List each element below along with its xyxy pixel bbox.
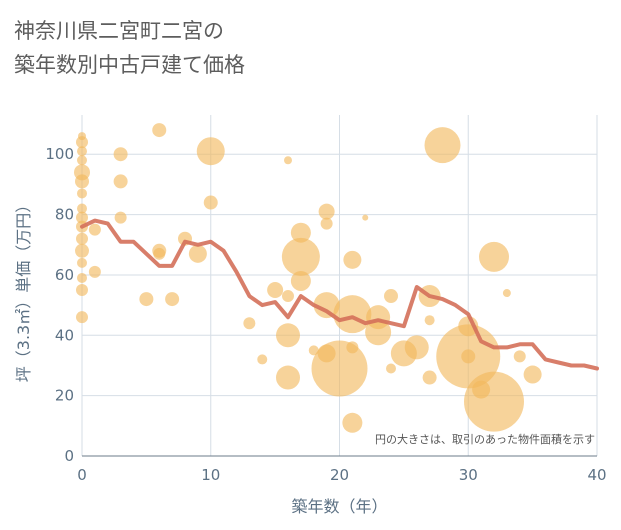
x-tick-label: 40	[587, 466, 606, 484]
data-bubble	[424, 315, 435, 326]
data-bubble	[362, 214, 369, 221]
data-bubble	[342, 412, 363, 433]
data-bubble	[276, 323, 300, 348]
data-bubble	[188, 244, 207, 263]
data-bubble	[76, 284, 88, 297]
data-bubble	[320, 217, 333, 230]
data-bubble	[75, 243, 89, 258]
x-tick-label: 0	[77, 466, 87, 484]
data-bubble	[386, 363, 396, 374]
data-bubble	[113, 174, 128, 189]
data-bubble	[513, 350, 526, 363]
data-bubble	[284, 156, 292, 165]
y-axis-label: 坪（3.3㎡）単価（万円）	[14, 197, 33, 382]
data-bubble	[308, 345, 319, 356]
data-bubble	[384, 289, 398, 304]
bubble-size-note: 円の大きさは、取引のあった物件面積を示す	[375, 432, 595, 446]
data-bubble	[77, 257, 87, 268]
x-tick-label: 10	[201, 466, 220, 484]
data-bubble	[276, 365, 300, 390]
data-bubble	[424, 127, 461, 164]
data-bubble	[282, 290, 294, 303]
data-bubble	[243, 317, 256, 330]
chart-title-line1: 神奈川県二宮町二宮の	[14, 19, 224, 43]
bubble-series	[74, 123, 542, 433]
data-bubble	[461, 349, 476, 364]
chart-title-line2: 築年数別中古戸建て価格	[14, 53, 245, 77]
data-bubble	[114, 211, 127, 224]
data-bubble	[88, 265, 101, 278]
data-bubble	[346, 341, 359, 354]
data-bubble	[267, 282, 284, 299]
data-bubble	[464, 371, 524, 432]
data-bubble	[257, 354, 268, 365]
x-axis-label: 築年数（年）	[291, 497, 387, 516]
data-bubble	[313, 292, 340, 319]
data-bubble	[77, 188, 87, 199]
y-tick-label: 20	[55, 387, 74, 405]
average-price-line	[80, 218, 599, 371]
data-bubble	[290, 222, 311, 243]
data-bubble	[196, 137, 225, 166]
x-tick-label: 30	[459, 466, 478, 484]
data-bubble	[77, 146, 87, 157]
data-bubble	[76, 211, 88, 224]
data-bubble	[76, 232, 88, 245]
data-bubble	[75, 174, 89, 189]
data-bubble	[139, 292, 154, 307]
data-bubble	[152, 123, 167, 138]
data-bubble	[77, 155, 87, 166]
data-bubble	[311, 340, 368, 397]
data-bubble	[281, 237, 320, 276]
chart-title: 神奈川県二宮町二宮の 築年数別中古戸建て価格	[14, 14, 434, 82]
y-tick-label: 60	[55, 266, 74, 284]
data-bubble	[422, 370, 437, 385]
data-bubble	[479, 241, 509, 272]
data-bubble	[365, 319, 392, 346]
y-tick-label: 40	[55, 326, 74, 344]
data-bubble	[77, 203, 87, 214]
data-bubble	[113, 147, 128, 162]
data-bubble	[153, 247, 166, 260]
axes: 0 20 40 60 80 100 0 10 20 30 40	[45, 145, 606, 484]
data-bubble	[76, 136, 88, 149]
data-bubble	[88, 223, 101, 236]
data-bubble	[333, 295, 372, 334]
data-bubble	[343, 250, 362, 269]
y-tick-label: 80	[55, 206, 74, 224]
y-tick-label: 0	[64, 447, 74, 465]
data-bubble	[76, 311, 88, 324]
data-bubble	[165, 292, 180, 307]
data-bubble	[203, 195, 218, 210]
data-bubble	[290, 270, 311, 291]
data-bubble	[523, 365, 542, 384]
data-bubble	[502, 289, 511, 298]
trend-line-series	[80, 218, 599, 371]
data-bubble	[77, 272, 87, 283]
x-tick-label: 20	[330, 466, 349, 484]
data-bubble	[404, 335, 429, 360]
data-bubble	[318, 203, 335, 220]
y-tick-label: 100	[45, 145, 74, 163]
